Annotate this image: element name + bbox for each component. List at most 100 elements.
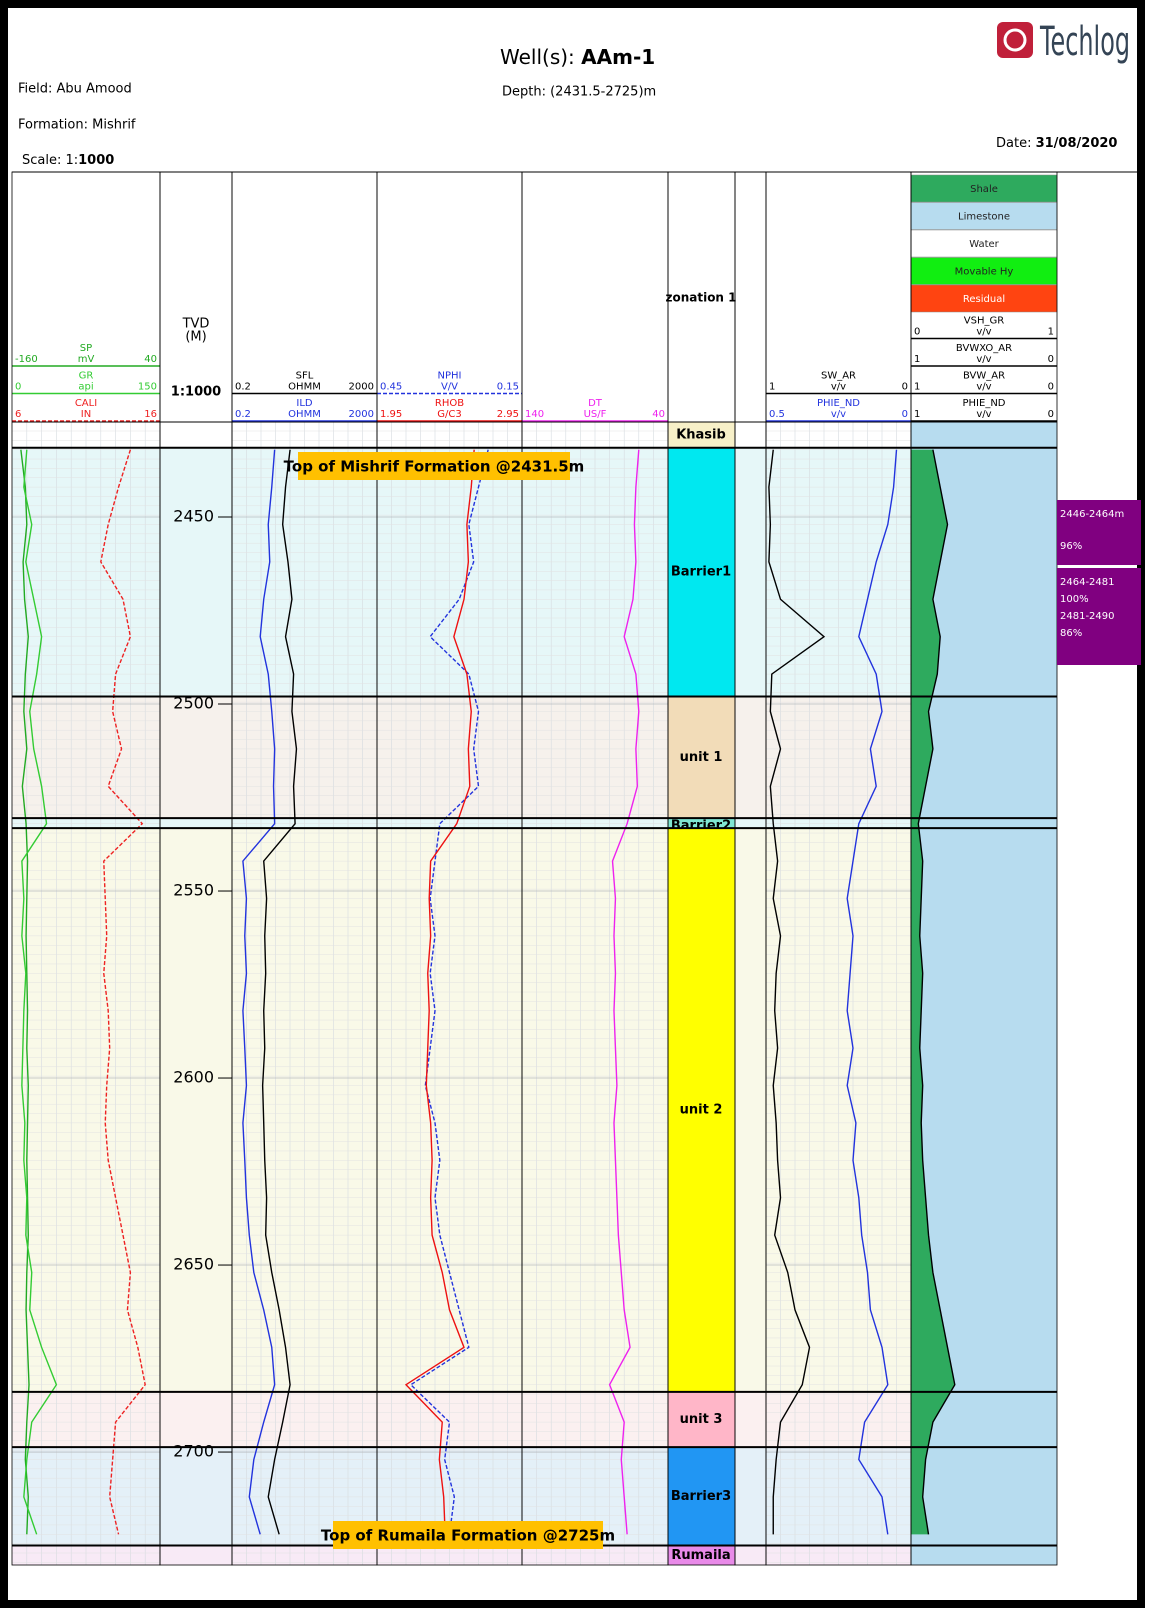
curve	[608, 449, 640, 1535]
logo-swirl	[1003, 28, 1027, 52]
zone	[668, 696, 735, 819]
curve-right: 40	[144, 354, 157, 365]
legend-label: Movable Hy	[955, 267, 1014, 278]
interval-box	[1057, 568, 1141, 665]
curve-name: RHOB	[435, 398, 464, 409]
zone-tint	[160, 1447, 232, 1546]
legend-swatch	[910, 202, 1058, 230]
well-title: Well(s): AAm-1	[500, 45, 655, 69]
curve	[846, 449, 898, 1535]
curve-unit: v/v	[976, 327, 991, 338]
zone-tint	[160, 1391, 232, 1448]
zone-tint	[735, 447, 766, 697]
zone-label: unit 2	[680, 1103, 723, 1118]
zone	[668, 422, 735, 448]
curve-unit: OHMM	[288, 382, 321, 393]
interval-text: 2481-2490	[1060, 611, 1115, 622]
curve-name: GR	[79, 371, 94, 382]
curve-left: 0	[15, 382, 21, 393]
zone-label: Rumaila	[671, 1548, 730, 1563]
depth-scale: 1:1000	[171, 385, 221, 400]
interval-text: 100%	[1060, 594, 1089, 605]
annotation: Top of Mishrif Formation @2431.5m	[284, 458, 585, 476]
zone-tint	[735, 1391, 766, 1448]
legend-label: Limestone	[958, 212, 1010, 223]
curve-left: 0.45	[380, 382, 402, 393]
curve-left: 140	[525, 409, 544, 420]
interval-text: 86%	[1060, 628, 1082, 639]
zone-label: Barrier3	[671, 1489, 731, 1504]
legend-label: Residual	[963, 294, 1005, 305]
zone-tint	[735, 422, 766, 448]
curve	[21, 449, 58, 1535]
interval-text: 2464-2481	[1060, 577, 1115, 588]
curve-name: BVWXO_AR	[956, 343, 1012, 354]
curve-right: 0	[1048, 409, 1054, 420]
curve-name: PHIE_ND	[817, 398, 860, 409]
curve	[242, 449, 276, 1535]
legend-swatch	[910, 284, 1058, 313]
curve-name: SFL	[296, 371, 314, 382]
zone-tint	[160, 818, 232, 829]
curve-name: ILD	[296, 398, 313, 409]
curve-right: 0	[902, 382, 908, 393]
zone-tint	[735, 1447, 766, 1546]
depth-tick-label: 2550	[173, 881, 214, 900]
curve-left: 1	[769, 382, 775, 393]
zone-label: Barrier1	[671, 565, 731, 580]
zone-tint	[160, 828, 232, 1392]
curve	[404, 449, 475, 1535]
curve-name: SP	[80, 343, 92, 354]
well-name: AAm-1	[581, 45, 655, 69]
curve-unit: US/F	[584, 409, 607, 420]
field: Field: Abu Amood	[18, 82, 132, 97]
depth-title: TVD	[182, 317, 210, 332]
curve	[917, 449, 956, 1535]
curve-unit: v/v	[831, 409, 846, 420]
curve-unit: v/v	[976, 409, 991, 420]
curve	[20, 449, 30, 1535]
legend-swatch	[910, 257, 1058, 285]
interval-text: 2446-2464m	[1060, 509, 1124, 520]
curve-unit: mV	[78, 354, 95, 365]
curve-unit: V/V	[441, 382, 458, 393]
annotation: Top of Rumaila Formation @2725m	[321, 1527, 615, 1545]
curve-right: 2000	[349, 382, 374, 393]
curve-left: 1.95	[380, 409, 402, 420]
scale: Scale: 1:1000	[22, 153, 114, 168]
date: Date: 31/08/2020	[996, 136, 1117, 151]
annotation-box	[298, 452, 570, 480]
zone-tint	[160, 1545, 232, 1565]
zone-label: unit 1	[680, 750, 723, 765]
curve-left: 0.5	[769, 409, 785, 420]
zone	[668, 818, 735, 829]
curve	[261, 449, 298, 1535]
legend-label: Shale	[970, 184, 998, 195]
curve-left: 1	[914, 409, 920, 420]
zone-tint	[735, 696, 766, 819]
curve-unit: v/v	[976, 354, 991, 365]
depth-tick-label: 2700	[173, 1442, 214, 1461]
curve-right: 0	[1048, 354, 1054, 365]
curve-right: 16	[144, 409, 157, 420]
scale-value: 1000	[78, 153, 114, 168]
scale-label: Scale: 1:	[22, 153, 78, 168]
zone	[668, 1447, 735, 1546]
shale-fill	[911, 449, 955, 1535]
curve-right: 40	[652, 409, 665, 420]
log-body: 2450 2500 2550 2600 2650 2700 TVD(M) 1:1000 SP -1…	[11, 171, 1141, 1566]
depth-tick-label: 2500	[173, 694, 214, 713]
zone-tint	[160, 422, 232, 448]
interval-box	[1057, 500, 1141, 565]
frame	[0, 0, 1145, 1608]
curve-unit: api	[78, 382, 93, 393]
curve-left: 0.2	[235, 409, 251, 420]
curve-name: DT	[588, 398, 603, 409]
curve-unit: G/C3	[437, 409, 461, 420]
curve-right: 2000	[349, 409, 374, 420]
depth-range: Depth: (2431.5-2725)m	[502, 85, 656, 100]
legend-swatch	[910, 229, 1058, 258]
zone-label: Khasib	[676, 427, 726, 442]
zonation-title: zonation 1	[665, 291, 736, 305]
